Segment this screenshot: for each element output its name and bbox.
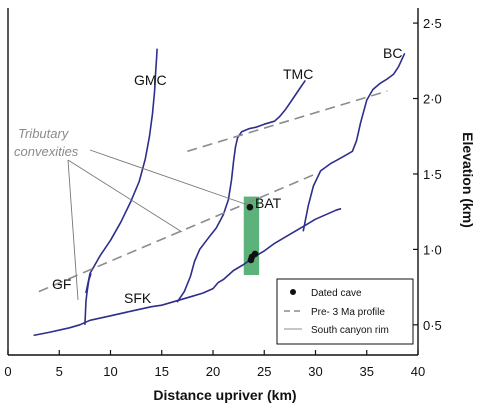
- x-tick-label: 5: [56, 364, 63, 379]
- y-tick-label: 1·0: [423, 242, 442, 257]
- x-tick-label: 40: [411, 364, 425, 379]
- x-tick-label: 0: [4, 364, 11, 379]
- y-tick-label: 2·0: [423, 92, 442, 107]
- label-bc: BC: [383, 45, 402, 61]
- series-sfk: [33, 207, 342, 337]
- legend: Dated cave Pre- 3 Ma profile South canyo…: [276, 278, 414, 345]
- series-tmc: [176, 79, 306, 303]
- legend-dot-symbol: [290, 289, 296, 295]
- x-tick-label: 30: [308, 364, 322, 379]
- legend-label-dated-cave: Dated cave: [311, 288, 362, 299]
- series-pre-3-ma-profile: [38, 173, 316, 293]
- annotation-pointer: [67, 159, 183, 233]
- label-bat: BAT: [255, 195, 282, 211]
- x-tick-label: 15: [155, 364, 169, 379]
- label-gmc: GMC: [134, 72, 167, 88]
- annotation-pointer: [67, 159, 79, 301]
- dated-cave-point: [247, 256, 255, 264]
- x-tick-label: 20: [206, 364, 220, 379]
- legend-label-south-rim: South canyon rim: [311, 325, 389, 336]
- series-pre-3-ma-profile-upper: [187, 90, 388, 153]
- label-tmc: TMC: [283, 66, 313, 82]
- series-bc: [302, 52, 406, 232]
- legend-label-pre-3ma: Pre- 3 Ma profile: [311, 307, 385, 318]
- x-tick-label: 35: [360, 364, 374, 379]
- annotation-tributary-line1: Tributary: [18, 126, 70, 141]
- annotation-tributary-line2: convexities: [14, 144, 79, 159]
- x-axis-title: Distance upriver (km): [153, 387, 296, 403]
- y-tick-label: 2·5: [423, 16, 442, 31]
- series-gmc: [85, 48, 158, 294]
- x-tick-label: 25: [257, 364, 271, 379]
- y-tick-label: 0·5: [423, 318, 442, 333]
- label-gf: GF: [52, 276, 71, 292]
- y-tick-label: 1·5: [423, 167, 442, 182]
- dated-cave-point: [251, 250, 259, 258]
- x-tick-label: 10: [103, 364, 117, 379]
- annotation-pointer: [89, 149, 249, 206]
- y-axis-title: Elevation (km): [460, 132, 476, 228]
- dated-cave-point: [246, 203, 254, 211]
- label-sfk: SFK: [124, 290, 152, 306]
